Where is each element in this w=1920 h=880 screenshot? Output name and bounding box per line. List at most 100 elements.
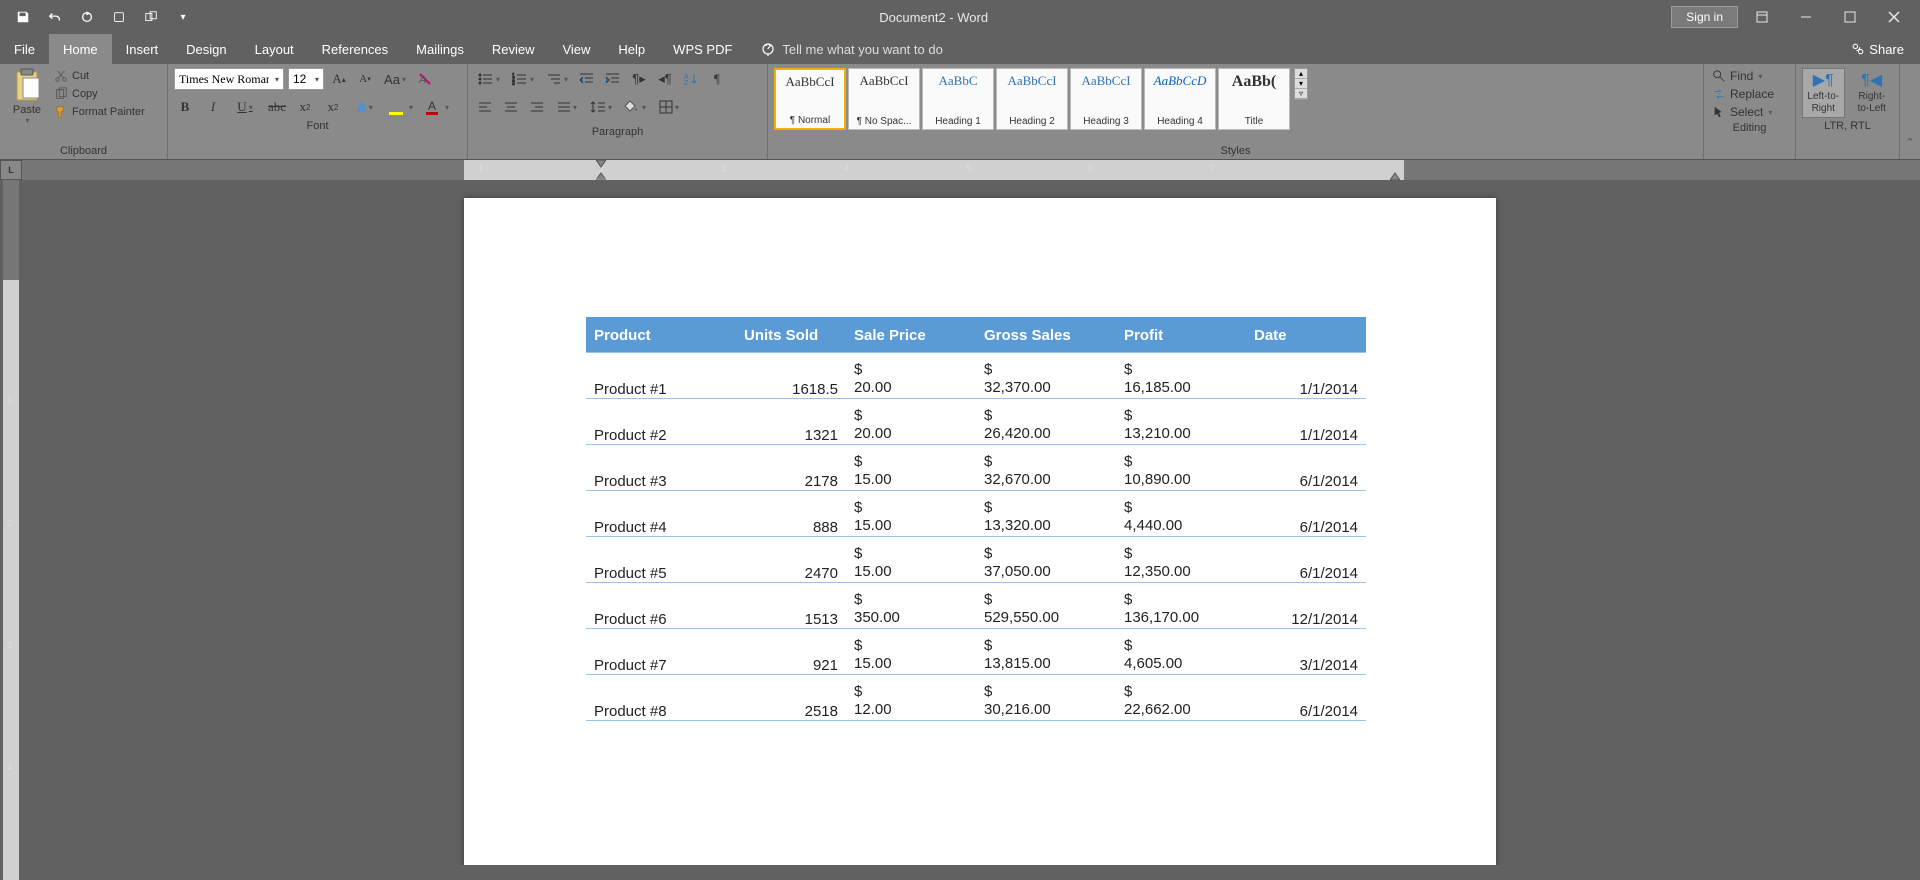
cut-button[interactable]: Cut	[52, 68, 147, 84]
vertical-ruler[interactable]: 1234	[3, 180, 19, 865]
sort-icon[interactable]: AZ	[680, 68, 702, 90]
horizontal-ruler[interactable]: 1234567	[22, 160, 1920, 180]
decrease-indent-icon[interactable]	[576, 68, 598, 90]
align-center-icon[interactable]	[500, 96, 522, 118]
tab-home[interactable]: Home	[49, 34, 112, 64]
col-units-sold: Units Sold	[736, 317, 846, 353]
tab-review[interactable]: Review	[478, 34, 549, 64]
ribbon-options-icon[interactable]	[1742, 3, 1782, 31]
paste-button[interactable]: Paste ▾	[6, 68, 48, 125]
table-row[interactable]: Product #4888$15.00$13,320.00$4,440.006/…	[586, 491, 1366, 537]
table-row[interactable]: Product #7921$15.00$13,815.00$4,605.003/…	[586, 629, 1366, 675]
find-button[interactable]: Find▾	[1710, 68, 1789, 84]
line-spacing-icon[interactable]: ▾	[586, 96, 616, 118]
format-painter-button[interactable]: Format Painter	[52, 104, 147, 120]
underline-icon[interactable]: U▾	[230, 96, 260, 118]
table-row[interactable]: Product #32178$15.00$32,670.00$10,890.00…	[586, 445, 1366, 491]
rtl-button[interactable]: ¶◀Right-to-Left	[1851, 68, 1894, 118]
table-row[interactable]: Product #52470$15.00$37,050.00$12,350.00…	[586, 537, 1366, 583]
menu-bar: FileHomeInsertDesignLayoutReferencesMail…	[0, 34, 1920, 64]
col-gross-sales: Gross Sales	[976, 317, 1116, 353]
table-row[interactable]: Product #82518$12.00$30,216.00$22,662.00…	[586, 675, 1366, 721]
multilevel-icon[interactable]: ▾	[542, 68, 572, 90]
tab-file[interactable]: File	[0, 34, 49, 64]
show-marks-icon[interactable]: ¶	[706, 68, 728, 90]
save-icon[interactable]	[10, 4, 36, 30]
style-heading-4[interactable]: AaBbCcDHeading 4	[1144, 68, 1216, 130]
font-color-icon[interactable]: A▾	[422, 96, 452, 118]
editing-group-label: Editing	[1710, 120, 1789, 136]
signin-button[interactable]: Sign in	[1671, 6, 1738, 28]
ltr-para-icon[interactable]: ¶▸	[628, 68, 650, 90]
tab-design[interactable]: Design	[172, 34, 240, 64]
shading-icon[interactable]: ▾	[620, 96, 650, 118]
shrink-font-icon[interactable]: A▾	[354, 68, 376, 90]
document-area: 1234 ProductUnits SoldSale PriceGross Sa…	[0, 180, 1920, 865]
tab-help[interactable]: Help	[604, 34, 659, 64]
qat-btn-5[interactable]	[138, 4, 164, 30]
table-row[interactable]: Product #21321$20.00$26,420.00$13,210.00…	[586, 399, 1366, 445]
tab-references[interactable]: References	[308, 34, 402, 64]
styles-scroll[interactable]: ▴▾▿	[1294, 68, 1308, 100]
data-table[interactable]: ProductUnits SoldSale PriceGross SalesPr…	[586, 317, 1366, 721]
ruler-corner[interactable]: L	[0, 160, 22, 180]
col-profit: Profit	[1116, 317, 1246, 353]
style-heading-2[interactable]: AaBbCcIHeading 2	[996, 68, 1068, 130]
select-button[interactable]: Select▾	[1710, 104, 1789, 120]
borders-icon[interactable]: ▾	[654, 96, 684, 118]
increase-indent-icon[interactable]	[602, 68, 624, 90]
tab-layout[interactable]: Layout	[241, 34, 308, 64]
grow-font-icon[interactable]: A▴	[328, 68, 350, 90]
ltr-button[interactable]: ▶¶Left-to-Right	[1802, 68, 1845, 118]
change-case-icon[interactable]: Aa▾	[380, 68, 410, 90]
numbering-icon[interactable]: 123▾	[508, 68, 538, 90]
highlight-icon[interactable]: ▾	[386, 96, 416, 118]
align-right-icon[interactable]	[526, 96, 548, 118]
style--no-spac-[interactable]: AaBbCcI¶ No Spac...	[848, 68, 920, 130]
col-date: Date	[1246, 317, 1366, 353]
ruler-area: L 1234567	[0, 160, 1920, 180]
tab-wps-pdf[interactable]: WPS PDF	[659, 34, 746, 64]
col-sale-price: Sale Price	[846, 317, 976, 353]
page[interactable]: ProductUnits SoldSale PriceGross SalesPr…	[464, 198, 1496, 865]
style--normal[interactable]: AaBbCcI¶ Normal	[774, 68, 846, 130]
rtl-para-icon[interactable]: ◂¶	[654, 68, 676, 90]
quick-access-toolbar: ▾	[0, 4, 196, 30]
table-row[interactable]: Product #11618.5$20.00$32,370.00$16,185.…	[586, 353, 1366, 399]
bold-icon[interactable]: B	[174, 96, 196, 118]
maximize-icon[interactable]	[1830, 3, 1870, 31]
paste-label: Paste	[13, 104, 41, 116]
undo-icon[interactable]	[42, 4, 68, 30]
share-button[interactable]: Share	[1851, 42, 1904, 57]
justify-icon[interactable]: ▾	[552, 96, 582, 118]
table-row[interactable]: Product #61513$350.00$529,550.00$136,170…	[586, 583, 1366, 629]
clear-format-icon[interactable]: A	[414, 68, 436, 90]
subscript-icon[interactable]: x2	[294, 96, 316, 118]
collapse-ribbon-icon[interactable]: ˆ	[1900, 64, 1920, 159]
text-effects-icon[interactable]: A▾	[350, 96, 380, 118]
ribbon: Paste ▾ Cut Copy Format Painter Clipboar…	[0, 64, 1920, 160]
tab-insert[interactable]: Insert	[112, 34, 173, 64]
close-icon[interactable]	[1874, 3, 1914, 31]
style-title[interactable]: AaBb(Title	[1218, 68, 1290, 130]
italic-icon[interactable]: I	[202, 96, 224, 118]
style-heading-1[interactable]: AaBbCHeading 1	[922, 68, 994, 130]
tell-me[interactable]: Tell me what you want to do	[746, 34, 942, 64]
bullets-icon[interactable]: ▾	[474, 68, 504, 90]
replace-button[interactable]: Replace	[1710, 86, 1789, 102]
style-heading-3[interactable]: AaBbCcIHeading 3	[1070, 68, 1142, 130]
tab-mailings[interactable]: Mailings	[402, 34, 478, 64]
tab-view[interactable]: View	[548, 34, 604, 64]
copy-button[interactable]: Copy	[52, 86, 147, 102]
document-scroll[interactable]: ProductUnits SoldSale PriceGross SalesPr…	[22, 180, 1920, 865]
strikethrough-icon[interactable]: abc	[266, 96, 288, 118]
font-name-select[interactable]: Times New Roman▾	[174, 68, 284, 90]
redo-icon[interactable]	[74, 4, 100, 30]
font-size-select[interactable]: 12▾	[288, 68, 324, 90]
qat-btn-4[interactable]	[106, 4, 132, 30]
qat-customize-icon[interactable]: ▾	[170, 4, 196, 30]
styles-gallery[interactable]: AaBbCcI¶ NormalAaBbCcI¶ No Spac...AaBbCH…	[774, 68, 1290, 130]
minimize-icon[interactable]	[1786, 3, 1826, 31]
align-left-icon[interactable]	[474, 96, 496, 118]
superscript-icon[interactable]: x2	[322, 96, 344, 118]
